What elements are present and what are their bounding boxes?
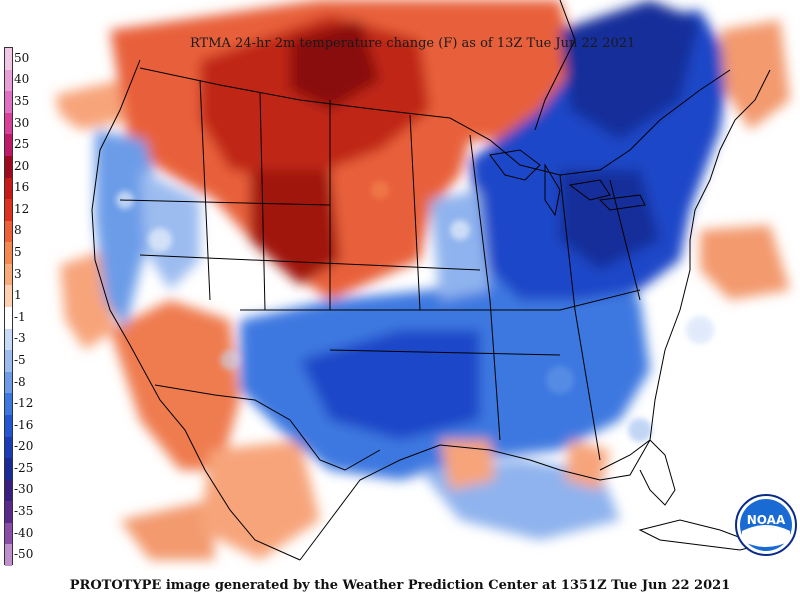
pacific-warm-patch: [55, 80, 130, 130]
texas-cool-core: [300, 330, 480, 440]
great-basin-cool-region: [140, 170, 200, 290]
rockies-warm-core: [250, 170, 340, 285]
legend-label: 12: [14, 201, 30, 216]
legend-swatch: [5, 458, 12, 481]
footer-credit: PROTOTYPE image generated by the Weather…: [69, 578, 731, 593]
legend-label: 16: [14, 180, 30, 195]
legend-label: -5: [14, 352, 26, 367]
legend-label: -25: [14, 460, 34, 475]
legend-swatch: [5, 220, 12, 243]
legend-label: 3: [14, 266, 22, 281]
legend-swatch: [5, 155, 12, 178]
legend-label: -40: [14, 525, 34, 540]
map-title: RTMA 24-hr 2m temperature change (F) as …: [190, 36, 636, 51]
legend-swatch: [5, 436, 12, 459]
canada-warm-max: [290, 20, 380, 110]
gulf-coastline: [299, 439, 651, 561]
legend-label: -3: [14, 331, 26, 346]
us-mexico-border: [154, 384, 381, 471]
legend-label: 25: [14, 137, 30, 152]
legend-swatch: [5, 199, 12, 222]
legend-label: 40: [14, 72, 30, 87]
color-legend: 50 40 35 30 25 20 16 12 8 5 3 1 -1 -3 -5 -8 -12 -16 -20 -25…: [0, 47, 40, 567]
legend-swatch: [5, 69, 12, 92]
legend-swatch: [5, 263, 12, 286]
great-lakes: [489, 149, 646, 217]
us-canada-border: [139, 67, 731, 176]
legend-colorbar: [4, 47, 13, 567]
state-line-10: [559, 174, 601, 461]
legend-swatch: [5, 544, 12, 567]
legend-label: -50: [14, 547, 34, 562]
midwest-cool-fringe: [430, 190, 490, 300]
legend-label: 30: [14, 115, 30, 130]
legend-swatch: [5, 177, 12, 200]
legend-swatch: [5, 501, 12, 524]
legend-label: 8: [14, 223, 22, 238]
quebec-cool-core: [560, 0, 700, 140]
noaa-logo-text: NOAA: [747, 513, 786, 527]
hudson-bay-shore: [534, 0, 576, 131]
state-line-7: [139, 254, 481, 271]
map-canvas: [55, 0, 790, 561]
state-line-2: [259, 91, 266, 311]
ohio-valley-cool-core: [560, 170, 660, 270]
noaa-logo-gull: [742, 525, 790, 547]
southwest-warm-region: [110, 300, 240, 470]
state-line-5: [469, 134, 501, 441]
legend-swatch: [5, 112, 12, 135]
legend-label: -8: [14, 374, 26, 389]
legend-swatch: [5, 350, 12, 373]
legend-swatch: [5, 285, 12, 308]
legend-label: 5: [14, 245, 22, 260]
state-line-1: [199, 79, 211, 301]
mexico-warm-region: [200, 440, 320, 560]
legend-swatch: [5, 134, 12, 157]
legend-label: 20: [14, 158, 30, 173]
legend-swatch: [5, 371, 12, 394]
temperature-field: [55, 0, 790, 560]
boundary-lines: [91, 0, 771, 561]
legend-swatch: [5, 479, 12, 502]
legend-swatch: [5, 307, 12, 329]
legend-swatch: [5, 522, 12, 545]
legend-swatch: [5, 328, 12, 351]
legend-swatch: [5, 414, 12, 437]
legend-swatch: [5, 91, 12, 114]
state-line-6: [119, 199, 331, 206]
legend-label: 35: [14, 93, 30, 108]
atlantic-warm-patch: [700, 225, 790, 300]
legend-swatch: [5, 393, 12, 416]
field-texture: [116, 181, 714, 442]
state-line-9: [329, 349, 561, 356]
pacific-warm-patch-2: [60, 250, 115, 350]
pacific-warm-patch-3: [120, 500, 215, 560]
state-line-11: [609, 179, 641, 301]
gulf-warm-patch: [440, 440, 495, 490]
state-line-8: [240, 289, 641, 311]
legend-label: -16: [14, 417, 34, 432]
florida-outline: [599, 439, 676, 506]
west-coastline: [91, 59, 301, 561]
legend-label: -30: [14, 482, 34, 497]
maritimes-warm-patch: [720, 20, 790, 130]
legend-label: 50: [14, 50, 30, 65]
noaa-logo: NOAA: [735, 494, 797, 556]
east-coastline: [649, 69, 771, 441]
legend-label: -35: [14, 504, 34, 519]
legend-label: 1: [14, 288, 22, 303]
legend-label: -1: [14, 309, 26, 324]
legend-swatch: [5, 48, 12, 70]
temperature-change-map: RTMA 24-hr 2m temperature change (F) as …: [0, 0, 797, 567]
state-line-4: [409, 114, 421, 311]
legend-label: -20: [14, 439, 34, 454]
legend-label: -12: [14, 396, 34, 411]
legend-swatch: [5, 242, 12, 265]
